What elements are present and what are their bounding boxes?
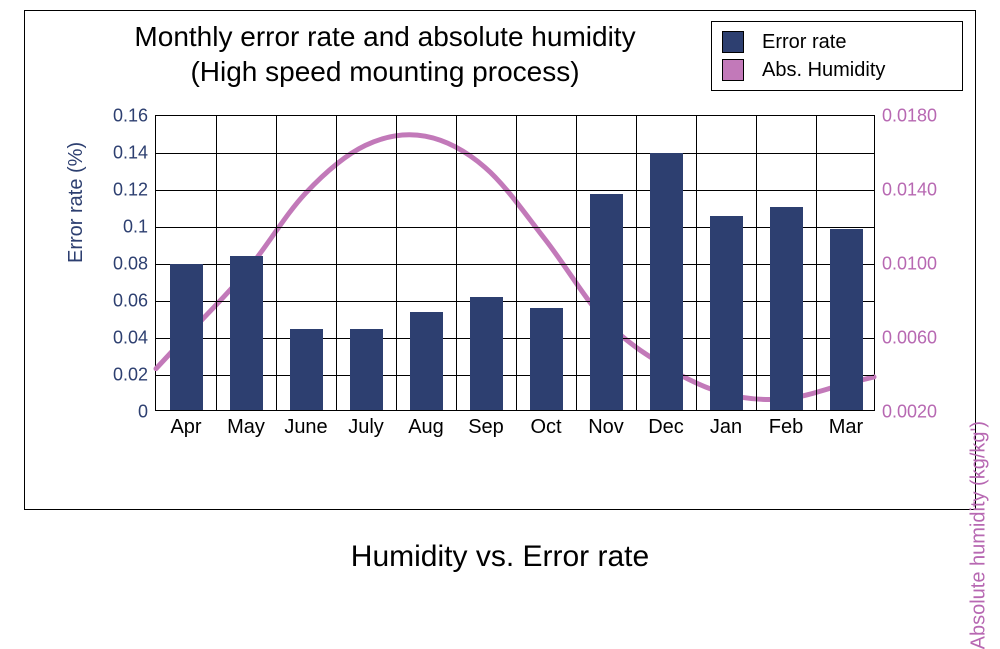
gridline-vertical [396, 116, 397, 410]
x-tick-label: July [348, 416, 384, 439]
gridline-vertical [276, 116, 277, 410]
y-axis-left-label: Error rate (%) [65, 142, 88, 263]
bar [830, 229, 863, 410]
legend-label: Abs. Humidity [762, 59, 885, 82]
bar [290, 329, 323, 410]
gridline-vertical [456, 116, 457, 410]
gridline-vertical [216, 116, 217, 410]
x-tick-label: Dec [648, 416, 684, 439]
title-line-2: (High speed mounting process) [105, 54, 665, 89]
gridline-horizontal [156, 338, 874, 339]
y-right-tick: 0.0060 [882, 328, 937, 349]
x-tick-label: Sep [468, 416, 504, 439]
figure-caption: Humidity vs. Error rate [0, 540, 1000, 574]
y-right-tick: 0.0140 [882, 180, 937, 201]
gridline-horizontal [156, 227, 874, 228]
y-left-tick: 0.1 [123, 217, 148, 238]
gridline-vertical [336, 116, 337, 410]
x-tick-label: Mar [829, 416, 863, 439]
gridline-vertical [576, 116, 577, 410]
x-tick-label: Oct [530, 416, 561, 439]
gridline-vertical [636, 116, 637, 410]
x-tick-label: May [227, 416, 265, 439]
chart-container: Monthly error rate and absolute humidity… [24, 10, 976, 510]
gridline-vertical [756, 116, 757, 410]
y-left-tick: 0.08 [113, 254, 148, 275]
y-right-tick: 0.0020 [882, 402, 937, 423]
legend-swatch-bar [722, 31, 744, 53]
gridline-vertical [696, 116, 697, 410]
y-left-tick: 0 [138, 402, 148, 423]
y-left-tick: 0.14 [113, 143, 148, 164]
humidity-line-path [156, 135, 874, 400]
bar [530, 308, 563, 410]
y-left-tick: 0.16 [113, 106, 148, 127]
y-left-tick: 0.02 [113, 365, 148, 386]
legend-item-humidity: Abs. Humidity [722, 56, 952, 84]
y-right-tick: 0.0100 [882, 254, 937, 275]
gridline-horizontal [156, 301, 874, 302]
bar [650, 153, 683, 410]
bar [590, 194, 623, 410]
legend: Error rate Abs. Humidity [711, 21, 963, 91]
gridline-vertical [516, 116, 517, 410]
bar [170, 264, 203, 410]
gridline-horizontal [156, 190, 874, 191]
bar [470, 297, 503, 410]
legend-label: Error rate [762, 31, 846, 54]
y-right-tick: 0.0180 [882, 106, 937, 127]
legend-swatch-line [722, 59, 744, 81]
x-tick-label: Nov [588, 416, 624, 439]
x-tick-label: Aug [408, 416, 444, 439]
gridline-vertical [816, 116, 817, 410]
x-tick-label: Apr [170, 416, 201, 439]
plot-area: 00.020.040.060.080.10.120.140.160.00200.… [155, 115, 875, 411]
x-tick-label: Jan [710, 416, 742, 439]
gridline-horizontal [156, 264, 874, 265]
x-tick-label: Feb [769, 416, 803, 439]
bar [350, 329, 383, 410]
gridline-horizontal [156, 375, 874, 376]
chart-title: Monthly error rate and absolute humidity… [105, 19, 665, 89]
bar [410, 312, 443, 410]
title-line-1: Monthly error rate and absolute humidity [105, 19, 665, 54]
bar [710, 216, 743, 410]
x-tick-label: June [284, 416, 327, 439]
y-left-tick: 0.12 [113, 180, 148, 201]
bar [770, 207, 803, 411]
gridline-horizontal [156, 153, 874, 154]
humidity-curve [156, 116, 874, 410]
y-left-tick: 0.04 [113, 328, 148, 349]
legend-item-error-rate: Error rate [722, 28, 952, 56]
y-left-tick: 0.06 [113, 291, 148, 312]
bar [230, 256, 263, 410]
y-axis-right-label: Absolute humidity (kg/kg') [967, 421, 990, 649]
